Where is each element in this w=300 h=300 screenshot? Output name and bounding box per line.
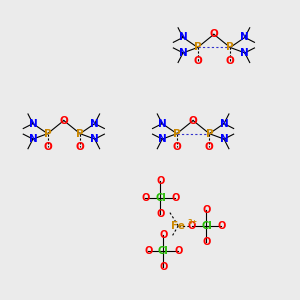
Text: O: O xyxy=(189,116,197,125)
Text: O: O xyxy=(59,116,68,125)
Text: Cl: Cl xyxy=(158,246,169,256)
Text: N: N xyxy=(240,32,249,42)
Text: N: N xyxy=(158,118,167,129)
Text: O: O xyxy=(188,221,196,231)
Text: O: O xyxy=(43,142,52,152)
Text: N: N xyxy=(240,48,249,58)
Text: P: P xyxy=(226,43,234,52)
Text: O: O xyxy=(156,176,165,186)
Text: O: O xyxy=(159,230,168,240)
Text: O: O xyxy=(172,142,181,152)
Text: N: N xyxy=(28,134,37,144)
Text: O: O xyxy=(217,221,226,231)
Text: P: P xyxy=(173,129,181,139)
Text: 3+: 3+ xyxy=(188,219,198,225)
Text: O: O xyxy=(156,209,165,219)
Text: O: O xyxy=(226,56,235,66)
Text: O: O xyxy=(202,237,211,247)
Text: O: O xyxy=(202,205,211,214)
Text: N: N xyxy=(28,118,37,129)
Text: P: P xyxy=(76,129,84,139)
Text: N: N xyxy=(178,48,188,58)
Text: O: O xyxy=(141,193,150,202)
Text: N: N xyxy=(90,118,99,129)
Text: N: N xyxy=(158,134,167,144)
Text: O: O xyxy=(76,142,84,152)
Text: N: N xyxy=(90,134,99,144)
Text: Cl: Cl xyxy=(155,193,166,202)
Text: Cl: Cl xyxy=(201,221,212,231)
Text: N: N xyxy=(178,32,188,42)
Text: O: O xyxy=(174,246,182,256)
Text: O: O xyxy=(193,56,202,66)
Text: P: P xyxy=(44,129,51,139)
Text: P: P xyxy=(206,129,213,139)
Text: O: O xyxy=(209,29,218,39)
Text: O: O xyxy=(171,193,179,202)
Text: O: O xyxy=(159,262,168,272)
Text: N: N xyxy=(220,134,228,144)
Text: Fe: Fe xyxy=(171,221,185,231)
Text: P: P xyxy=(194,43,202,52)
Text: N: N xyxy=(220,118,228,129)
Text: O: O xyxy=(144,246,153,256)
Text: O: O xyxy=(205,142,214,152)
